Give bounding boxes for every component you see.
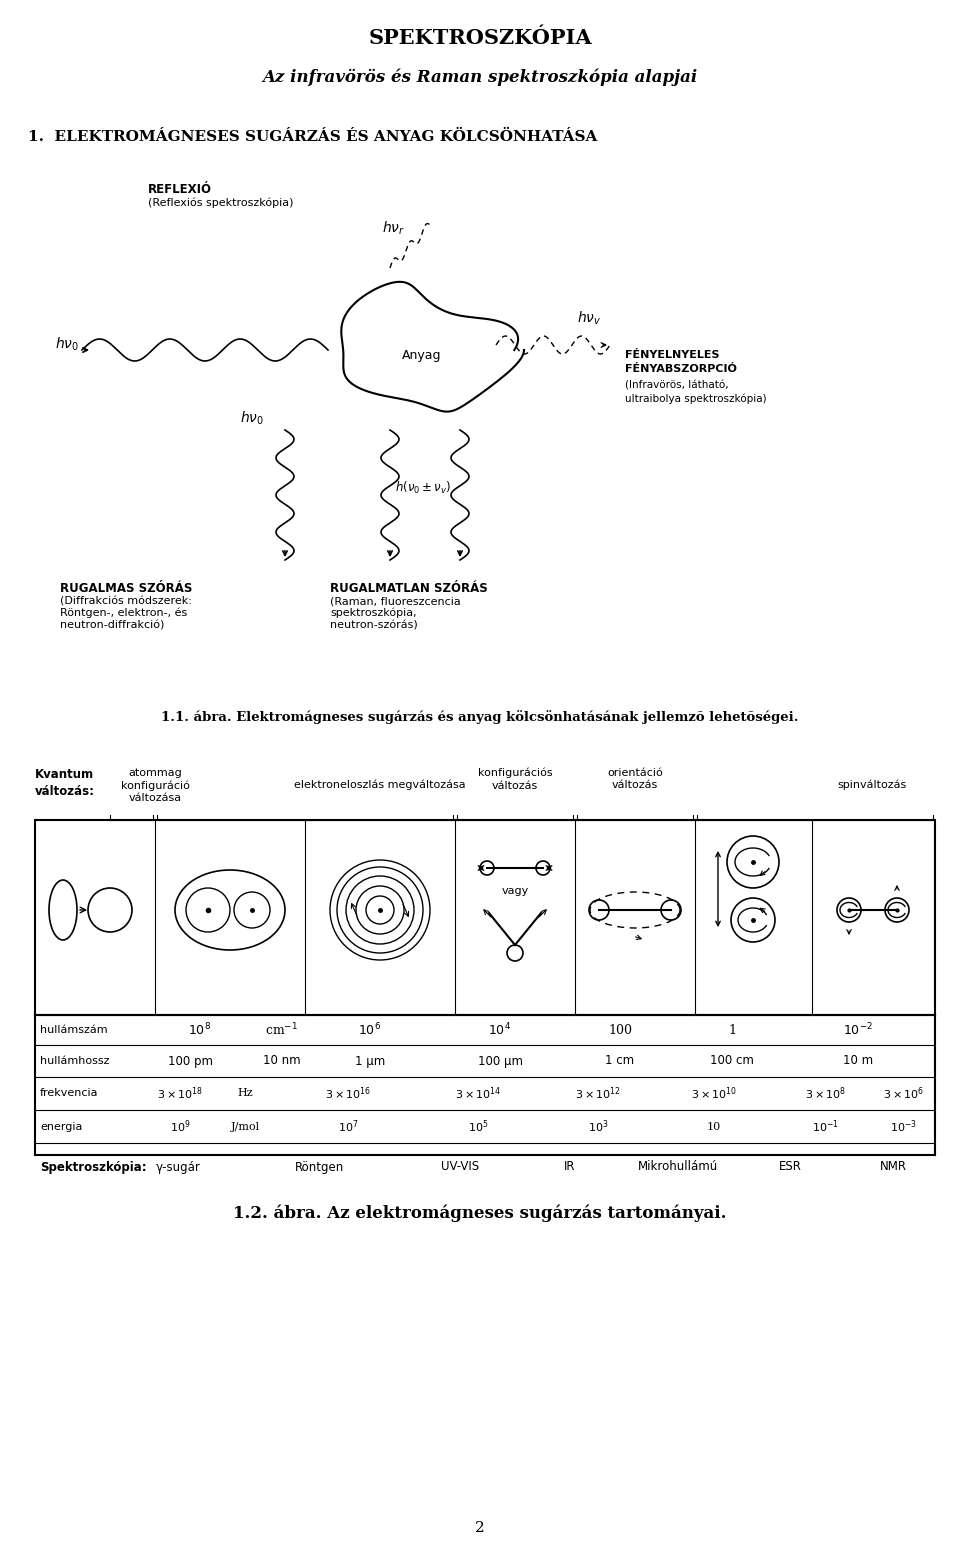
- Text: $3 \times 10^{12}$: $3 \times 10^{12}$: [575, 1085, 621, 1102]
- Text: 100 cm: 100 cm: [710, 1055, 754, 1068]
- Text: (Diffrakciós módszerek:: (Diffrakciós módszerek:: [60, 597, 192, 606]
- Text: REFLEXIÓ: REFLEXIÓ: [148, 183, 212, 196]
- Text: $10^{-2}$: $10^{-2}$: [843, 1021, 873, 1038]
- Text: konfigurációs
változás: konfigurációs változás: [478, 768, 552, 791]
- Text: $10^9$: $10^9$: [170, 1119, 190, 1134]
- Text: energia: energia: [40, 1122, 83, 1131]
- Text: SPEKTROSZKÓPIA: SPEKTROSZKÓPIA: [369, 28, 591, 48]
- Text: Hz: Hz: [237, 1088, 252, 1099]
- Text: 1 cm: 1 cm: [606, 1055, 635, 1068]
- Text: RUGALMATLAN SZÓRÁS: RUGALMATLAN SZÓRÁS: [330, 583, 488, 595]
- Text: hullámhossz: hullámhossz: [40, 1057, 109, 1066]
- Text: 1.1. ábra. Elektromágneses sugárzás és anyag kölcsönhatásának jellemzõ lehetõség: 1.1. ábra. Elektromágneses sugárzás és a…: [161, 710, 799, 724]
- Text: $10^5$: $10^5$: [468, 1119, 489, 1134]
- Text: (Raman, fluoreszcencia: (Raman, fluoreszcencia: [330, 597, 461, 606]
- Text: neutron-diffrakció): neutron-diffrakció): [60, 620, 164, 629]
- Text: orientáció
változás: orientáció változás: [607, 768, 662, 791]
- Text: RUGALMAS SZÓRÁS: RUGALMAS SZÓRÁS: [60, 583, 192, 595]
- Bar: [35, 821, 935, 1015]
- Text: neutron-szórás): neutron-szórás): [330, 620, 418, 629]
- Text: Röntgen-, elektron-, és: Röntgen-, elektron-, és: [60, 608, 187, 618]
- Text: spektroszkópia,: spektroszkópia,: [330, 608, 417, 618]
- Text: ESR: ESR: [779, 1161, 802, 1173]
- Text: ultraibolya spektroszkópia): ultraibolya spektroszkópia): [625, 393, 767, 404]
- Text: vagy: vagy: [501, 886, 529, 897]
- Text: Anyag: Anyag: [402, 348, 442, 362]
- Text: $10^4$: $10^4$: [489, 1021, 512, 1038]
- Text: cm$^{-1}$: cm$^{-1}$: [266, 1021, 299, 1038]
- Text: $10^6$: $10^6$: [358, 1021, 381, 1038]
- Text: Röntgen: Röntgen: [296, 1161, 345, 1173]
- Text: $10^7$: $10^7$: [338, 1119, 358, 1134]
- Text: $h\nu_0$: $h\nu_0$: [240, 409, 264, 427]
- Text: (Reflexiós spektroszkópia): (Reflexiós spektroszkópia): [148, 197, 294, 208]
- Text: (Infravörös, látható,: (Infravörös, látható,: [625, 381, 729, 392]
- Text: FÉNYABSZORPCIÓ: FÉNYABSZORPCIÓ: [625, 364, 737, 375]
- Text: $10^{-1}$: $10^{-1}$: [812, 1119, 839, 1134]
- Text: Az infravörös és Raman spektroszkópia alapjai: Az infravörös és Raman spektroszkópia al…: [262, 68, 698, 85]
- Text: 100 pm: 100 pm: [167, 1055, 212, 1068]
- Text: 10 m: 10 m: [843, 1055, 873, 1068]
- Text: spinváltozás: spinváltozás: [837, 780, 906, 791]
- Text: $h\nu_r$: $h\nu_r$: [382, 219, 405, 236]
- Text: 1.2. ábra. Az elektromágneses sugárzás tartományai.: 1.2. ábra. Az elektromágneses sugárzás t…: [233, 1204, 727, 1223]
- Text: $3 \times 10^{10}$: $3 \times 10^{10}$: [691, 1085, 737, 1102]
- Text: γ-sugár: γ-sugár: [156, 1161, 201, 1173]
- Text: $3 \times 10^{14}$: $3 \times 10^{14}$: [455, 1085, 501, 1102]
- Text: $3 \times 10^{18}$: $3 \times 10^{18}$: [156, 1085, 204, 1102]
- Text: $10^3$: $10^3$: [588, 1119, 609, 1134]
- Text: 1: 1: [728, 1024, 736, 1037]
- Text: elektroneloszlás megváltozása: elektroneloszlás megváltozása: [294, 780, 466, 791]
- Text: 10: 10: [707, 1122, 721, 1131]
- Text: 100: 100: [608, 1024, 632, 1037]
- Text: Spektroszkópia:: Spektroszkópia:: [40, 1161, 147, 1173]
- Text: 100 μm: 100 μm: [477, 1055, 522, 1068]
- Text: $10^{-3}$: $10^{-3}$: [891, 1119, 918, 1134]
- Text: $10^8$: $10^8$: [188, 1021, 211, 1038]
- Text: frekvencia: frekvencia: [40, 1088, 99, 1099]
- Text: $3 \times 10^{6}$: $3 \times 10^{6}$: [883, 1085, 924, 1102]
- Text: $3 \times 10^{8}$: $3 \times 10^{8}$: [805, 1085, 847, 1102]
- Text: $h\nu_v$: $h\nu_v$: [577, 309, 601, 326]
- Text: 1 μm: 1 μm: [355, 1055, 385, 1068]
- Text: 1.  ELEKTROMÁGNESES SUGÁRZÁS ÉS ANYAG KÖLCSÖNHATÁSA: 1. ELEKTROMÁGNESES SUGÁRZÁS ÉS ANYAG KÖL…: [28, 131, 597, 145]
- Text: $3 \times 10^{16}$: $3 \times 10^{16}$: [324, 1085, 372, 1102]
- Text: 10 nm: 10 nm: [263, 1055, 300, 1068]
- Text: Mikrohullámú: Mikrohullámú: [637, 1161, 718, 1173]
- Text: NMR: NMR: [879, 1161, 906, 1173]
- Text: Kvantum
változás:: Kvantum változás:: [35, 768, 95, 799]
- Text: FÉNYELNYELES: FÉNYELNYELES: [625, 350, 719, 361]
- Text: $h(\nu_0\pm\nu_v)$: $h(\nu_0\pm\nu_v)$: [395, 480, 451, 496]
- Text: atommag
konfiguráció
változása: atommag konfiguráció változása: [121, 768, 189, 803]
- Text: hullámszám: hullámszám: [40, 1026, 108, 1035]
- Text: $h\nu_0$: $h\nu_0$: [55, 336, 79, 353]
- Text: UV-VIS: UV-VIS: [441, 1161, 479, 1173]
- Text: 2: 2: [475, 1521, 485, 1535]
- Text: J/mol: J/mol: [230, 1122, 259, 1131]
- Text: IR: IR: [564, 1161, 576, 1173]
